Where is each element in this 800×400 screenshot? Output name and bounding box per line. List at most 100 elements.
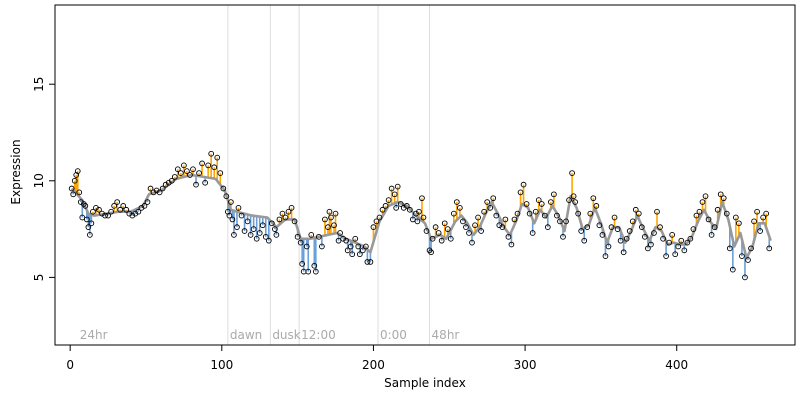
marker-label: 48hr — [432, 328, 460, 342]
data-point — [532, 208, 539, 215]
data-point — [623, 235, 630, 242]
data-point — [303, 243, 310, 250]
data-point — [406, 206, 413, 213]
data-point — [481, 208, 487, 215]
data-point — [85, 224, 92, 231]
data-point — [751, 218, 757, 225]
data-point — [156, 189, 163, 196]
data-point — [419, 195, 425, 202]
data-point — [199, 160, 205, 167]
data-point — [632, 206, 639, 213]
data-point — [551, 191, 557, 198]
data-point — [262, 233, 269, 240]
data-point — [620, 249, 627, 256]
data-point — [570, 193, 577, 200]
data-point — [297, 239, 304, 246]
data-point — [420, 214, 427, 221]
data-point — [541, 212, 548, 219]
data-point — [217, 170, 224, 176]
data-point — [285, 208, 292, 215]
data-point — [429, 235, 436, 242]
data-point — [672, 251, 679, 258]
data-point — [587, 210, 594, 217]
marker-label: 24hr — [80, 328, 108, 342]
data-point — [331, 222, 337, 229]
data-point — [373, 218, 380, 225]
data-point — [393, 204, 400, 211]
data-point — [352, 235, 359, 242]
data-point — [226, 212, 233, 219]
data-point — [367, 259, 374, 265]
data-point — [523, 201, 530, 207]
data-point — [447, 235, 454, 242]
data-point — [557, 218, 563, 225]
data-point — [611, 214, 618, 221]
data-point — [214, 154, 221, 161]
data-point — [181, 162, 187, 169]
data-point — [388, 185, 395, 192]
data-point — [382, 203, 389, 209]
data-point — [548, 199, 554, 205]
marker-label: 12:00 — [301, 328, 336, 342]
data-point — [335, 237, 342, 244]
data-point — [717, 191, 724, 198]
data-point — [669, 232, 676, 238]
data-point — [681, 247, 688, 254]
data-point — [299, 261, 306, 267]
y-axis-title: Expression — [9, 139, 23, 204]
data-point — [678, 237, 685, 244]
data-point — [502, 216, 509, 223]
data-point — [208, 150, 215, 157]
data-point — [343, 237, 349, 244]
data-point — [635, 210, 642, 217]
marker-label: dawn — [230, 328, 262, 342]
data-point — [117, 206, 124, 213]
data-point — [544, 224, 551, 231]
data-point — [736, 220, 742, 227]
data-point — [745, 257, 751, 263]
data-point — [184, 168, 190, 174]
data-point — [76, 189, 83, 196]
data-point — [560, 233, 566, 240]
data-point — [105, 212, 111, 219]
data-point — [599, 232, 606, 238]
data-point — [450, 210, 457, 217]
data-point — [423, 228, 430, 234]
data-point — [253, 235, 260, 242]
data-point — [453, 199, 460, 205]
data-point — [90, 208, 96, 215]
data-point — [416, 208, 422, 215]
data-point — [766, 245, 773, 252]
data-point — [729, 266, 736, 273]
vertical-marker-lines — [227, 5, 431, 345]
data-point — [757, 228, 763, 234]
data-point — [428, 249, 434, 256]
data-point — [244, 218, 251, 225]
data-point — [141, 203, 148, 209]
data-point — [478, 228, 484, 234]
data-point — [83, 216, 90, 223]
data-point — [490, 195, 497, 202]
data-point — [657, 224, 663, 231]
data-point — [363, 243, 369, 250]
data-point — [256, 230, 263, 236]
data-points — [68, 150, 773, 281]
data-point — [733, 214, 739, 221]
data-point — [250, 226, 257, 232]
data-point — [487, 204, 494, 211]
data-point — [205, 162, 212, 169]
data-point — [370, 224, 377, 231]
data-point — [268, 220, 275, 227]
data-point — [356, 251, 363, 258]
data-point — [220, 185, 227, 192]
y-tick-label: 10 — [32, 173, 46, 188]
data-point — [326, 208, 333, 215]
data-point — [328, 214, 334, 221]
data-point — [554, 212, 560, 219]
data-point — [469, 239, 475, 246]
plot-frame — [54, 4, 796, 346]
y-axis: 5 10 15 — [32, 77, 55, 281]
data-point — [654, 208, 660, 215]
data-point — [441, 220, 448, 227]
data-point — [614, 226, 621, 232]
